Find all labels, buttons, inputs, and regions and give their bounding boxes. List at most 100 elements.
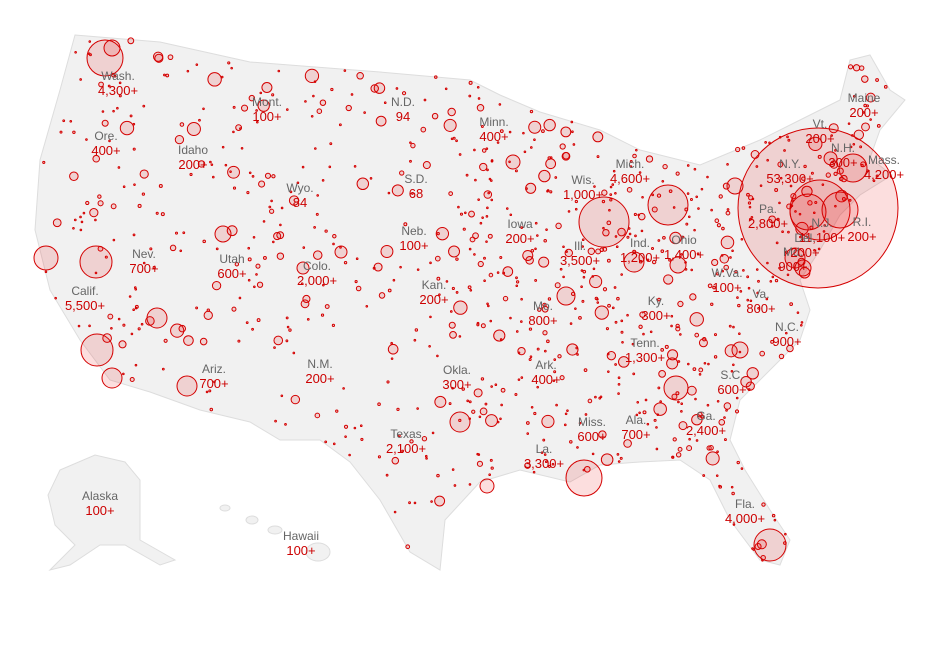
bubble bbox=[167, 54, 174, 61]
bubble bbox=[536, 234, 539, 237]
bubble bbox=[476, 460, 484, 467]
bubble bbox=[195, 63, 199, 66]
bubble bbox=[496, 141, 500, 144]
bubble bbox=[421, 436, 428, 442]
bubble bbox=[614, 320, 618, 324]
bubble bbox=[264, 172, 272, 179]
bubble bbox=[438, 293, 441, 296]
bubble bbox=[160, 212, 165, 217]
bubble bbox=[735, 396, 739, 400]
bubble bbox=[277, 69, 281, 73]
bubble bbox=[332, 442, 336, 446]
bubble bbox=[73, 218, 77, 222]
bubble bbox=[566, 343, 579, 356]
bubble bbox=[680, 410, 683, 413]
bubble bbox=[479, 221, 483, 225]
bubble bbox=[416, 268, 420, 271]
bubble bbox=[741, 146, 746, 150]
case-bubbles bbox=[33, 37, 899, 562]
bubble bbox=[476, 452, 479, 456]
bubble bbox=[677, 446, 683, 452]
bubble bbox=[657, 297, 661, 302]
bubble bbox=[69, 119, 73, 123]
bubble bbox=[304, 68, 320, 84]
bubble bbox=[775, 241, 779, 245]
bubble bbox=[713, 355, 718, 359]
bubble bbox=[731, 249, 734, 253]
bubble bbox=[448, 321, 456, 329]
bubble bbox=[485, 240, 488, 243]
bubble bbox=[448, 402, 452, 405]
state-cases: 1,000+ bbox=[563, 187, 603, 202]
bubble bbox=[720, 254, 724, 257]
bubble bbox=[258, 180, 266, 188]
bubble bbox=[543, 239, 547, 243]
bubble bbox=[777, 161, 784, 168]
bubble bbox=[62, 119, 66, 123]
bubble bbox=[659, 400, 662, 403]
bubble bbox=[302, 246, 306, 249]
bubble bbox=[205, 390, 209, 394]
bubble bbox=[538, 256, 550, 268]
bubble bbox=[617, 227, 626, 237]
bubble bbox=[315, 212, 319, 216]
bubble bbox=[569, 322, 573, 325]
bubble bbox=[808, 136, 823, 151]
state-name: Hawaii bbox=[283, 529, 319, 543]
bubble bbox=[431, 431, 435, 435]
bubble bbox=[694, 332, 700, 338]
bubble bbox=[706, 403, 710, 407]
bubble bbox=[208, 389, 212, 393]
state-name: Mont. bbox=[252, 95, 282, 109]
bubble bbox=[581, 238, 585, 242]
bubble bbox=[494, 383, 498, 387]
bubble bbox=[268, 205, 272, 209]
bubble bbox=[765, 297, 769, 301]
bubble bbox=[781, 230, 784, 234]
state-cases: 2,100+ bbox=[386, 441, 426, 456]
bubble bbox=[695, 195, 699, 199]
bubble bbox=[639, 311, 646, 318]
bubble bbox=[623, 251, 645, 273]
bubble bbox=[814, 200, 818, 204]
bubble bbox=[232, 186, 237, 190]
bubble bbox=[803, 164, 807, 169]
bubble bbox=[738, 350, 742, 354]
bubble bbox=[675, 452, 682, 458]
bubble bbox=[399, 265, 402, 269]
bubble bbox=[551, 462, 555, 466]
bubble bbox=[54, 296, 57, 300]
bubble bbox=[355, 257, 359, 261]
bubble bbox=[751, 547, 754, 550]
bubble bbox=[623, 439, 632, 448]
bubble bbox=[746, 298, 750, 302]
bubble bbox=[104, 255, 108, 259]
hawaii-land bbox=[219, 504, 331, 562]
bubble bbox=[79, 215, 82, 219]
bubble bbox=[566, 409, 569, 412]
bubble bbox=[848, 198, 852, 202]
bubble bbox=[542, 302, 547, 308]
state-cases: 1,200+ bbox=[620, 250, 660, 265]
bubble bbox=[477, 97, 481, 100]
bubble bbox=[650, 247, 655, 251]
bubble bbox=[661, 179, 665, 183]
bubble bbox=[601, 199, 606, 204]
state-name: R.I. bbox=[853, 215, 872, 229]
bubble bbox=[571, 130, 574, 134]
bubble bbox=[524, 462, 531, 469]
bubble bbox=[284, 422, 287, 426]
bubble bbox=[479, 162, 488, 172]
state-cases: 800+ bbox=[746, 301, 775, 316]
bubble bbox=[247, 278, 251, 282]
bubble bbox=[841, 197, 846, 201]
state-cases: 4,000+ bbox=[725, 511, 765, 526]
bubble bbox=[641, 195, 644, 199]
alaska-land bbox=[47, 454, 177, 571]
bubble bbox=[377, 402, 381, 406]
bubble bbox=[626, 187, 633, 193]
bubble bbox=[581, 245, 584, 248]
bubble bbox=[724, 438, 727, 442]
bubble bbox=[451, 386, 454, 390]
bubble bbox=[314, 412, 321, 419]
